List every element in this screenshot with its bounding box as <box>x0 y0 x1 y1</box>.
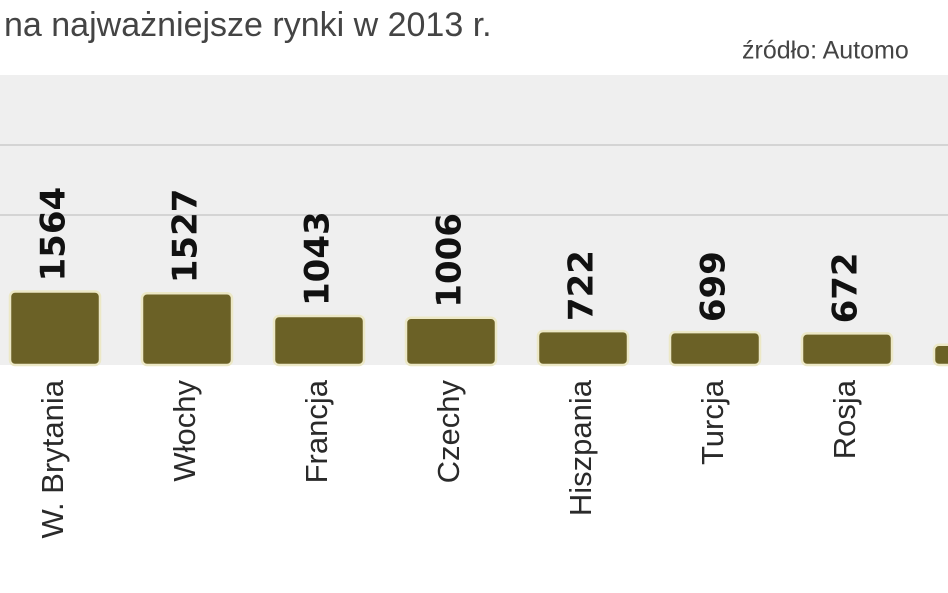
x-tick-label: Rosja <box>827 379 862 459</box>
x-tick-label: W. Brytania <box>35 379 70 538</box>
bar <box>800 332 894 367</box>
x-tick-label: Włochy <box>167 380 202 482</box>
bar <box>8 290 102 367</box>
value-label: 1043 <box>298 211 338 306</box>
bar <box>932 343 948 367</box>
source-note: źródło: Automo <box>742 37 909 65</box>
bar <box>140 291 234 367</box>
x-tick-label: Czechy <box>431 380 466 484</box>
x-tick-label: Hiszpania <box>563 379 598 516</box>
value-label: 1527 <box>166 189 206 284</box>
bar <box>668 330 762 367</box>
value-label: 672 <box>826 252 866 323</box>
value-label: 699 <box>694 251 734 322</box>
bar <box>536 329 630 367</box>
bar <box>272 314 366 367</box>
value-label: 722 <box>562 250 602 321</box>
x-tick-label: Turcja <box>695 379 730 465</box>
value-label: 1006 <box>430 213 470 308</box>
bar <box>404 316 498 367</box>
chart-title: na najważniejsze rynki w 2013 r. <box>4 6 492 44</box>
x-tick-label: Francja <box>299 379 334 483</box>
value-label: 1564 <box>34 187 74 282</box>
